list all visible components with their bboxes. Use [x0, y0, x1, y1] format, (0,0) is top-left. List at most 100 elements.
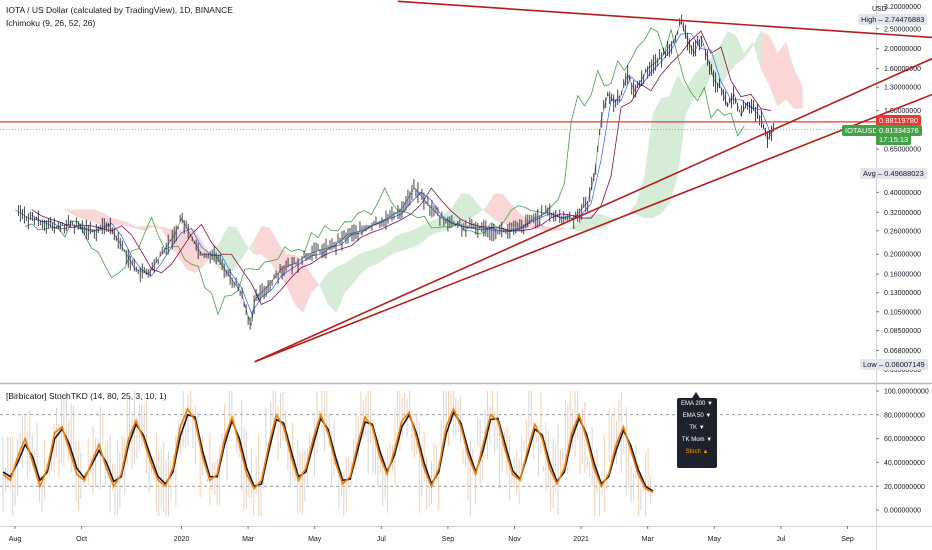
ichimoku-cloud [61, 31, 803, 313]
cloud-segment [203, 243, 212, 267]
cloud-segment [161, 226, 170, 244]
signal-stoch: Stoch ▲ [685, 449, 709, 455]
cloud-segment [561, 227, 570, 230]
cloud-segment [294, 254, 304, 313]
cloud-segment [69, 209, 79, 219]
price-tick-label: 2.50000000 [884, 26, 921, 33]
cloud-segment [502, 194, 512, 226]
cloud-segment [402, 230, 412, 251]
cloud-segment [636, 176, 645, 219]
high-tag: High – 2.74476883 [858, 14, 928, 25]
last-price-tag: 0.81334376 [876, 125, 922, 136]
cloud-segment [286, 254, 295, 305]
cloud-segment [694, 64, 703, 99]
price-tick-label: 0.13000000 [884, 290, 921, 297]
cloud-segment [336, 263, 345, 313]
cloud-segment [144, 224, 154, 231]
cloud-segment [386, 237, 395, 258]
price-tick-label: 0.26000000 [884, 228, 921, 235]
time-tick-label: Oct [76, 536, 87, 543]
high-value: 2.74476883 [884, 15, 925, 24]
osc-tick-label: 80.00000000 [884, 412, 925, 419]
high-label: High [861, 15, 877, 24]
cloud-segment [677, 74, 686, 177]
cloud-segment [369, 247, 378, 267]
price-tick-label: 0.06800000 [884, 348, 921, 355]
cloud-segment [652, 98, 662, 219]
cloud-segment [377, 244, 387, 264]
cloud-segment [186, 226, 195, 273]
price-tick-label: 1.00000000 [884, 108, 921, 115]
time-tick-label: Jul [377, 536, 386, 543]
cloud-segment [469, 194, 478, 219]
trendline [254, 57, 932, 363]
cloud-segment [727, 31, 736, 75]
cloud-segment [269, 227, 279, 275]
cloud-segment [394, 233, 403, 254]
osc-tick-label: 100.00000000 [884, 388, 929, 395]
osc-tick-label: 40.00000000 [884, 460, 925, 467]
cloud-segment [536, 223, 545, 231]
cloud-segment [669, 74, 678, 204]
lagging-span-line [24, 27, 745, 316]
time-tick-label: Mar [242, 536, 255, 543]
time-tick-label: Mar [642, 536, 655, 543]
price-tick-label: 1.30000000 [884, 85, 921, 92]
low-value: 0.06007149 [885, 360, 925, 369]
trendline [254, 93, 932, 363]
time-tick-label: 2020 [174, 536, 190, 543]
price-tick-label: 0.08500000 [884, 328, 921, 335]
time-tick-label: Sep [841, 536, 854, 543]
cloud-segment [477, 204, 487, 214]
time-tick-label: Aug [9, 536, 22, 543]
price-tick-label: 0.16000000 [884, 272, 921, 279]
stoch-d-line [2, 410, 654, 492]
time-tick-label: Jul [776, 536, 785, 543]
cloud-segment [461, 193, 470, 223]
cloud-segment [511, 204, 520, 228]
cloud-segment [153, 224, 162, 230]
cloud-segment [361, 250, 370, 274]
price-tick-label: 1.60000000 [884, 66, 921, 73]
cloud-segment [452, 193, 462, 227]
cloud-segment [769, 35, 778, 107]
price-tick-label: 2.00000000 [884, 46, 921, 53]
cloud-segment [103, 212, 112, 227]
cloud-segment [78, 209, 87, 220]
cloud-segment [735, 35, 745, 65]
trendline [397, 0, 932, 39]
osc-tick-label: 0.00000000 [884, 508, 921, 515]
cloud-segment [661, 96, 670, 214]
cloud-segment [419, 222, 428, 245]
cloud-segment [244, 241, 254, 255]
time-tick-label: Nov [508, 536, 521, 543]
cloud-segment [644, 113, 653, 219]
cloud-segment [785, 41, 795, 109]
cloud-segment [494, 193, 503, 224]
indicator-legend[interactable]: Ichimoku (9, 26, 52, 26) [6, 18, 96, 28]
low-label: Low [863, 360, 877, 369]
stoch-k-line [2, 406, 654, 493]
cloud-segment [328, 266, 337, 313]
signal-ema200: EMA 200 ▼ [681, 401, 713, 407]
time-tick-label: 2021 [573, 536, 589, 543]
signal-ema50: EMA 50 ▼ [682, 413, 712, 419]
time-tick-label: Sep [442, 536, 455, 543]
cloud-segment [602, 214, 612, 228]
cloud-segment [685, 74, 695, 114]
osc-tick-label: 60.00000000 [884, 436, 925, 443]
kijun-line [31, 30, 771, 305]
cloud-segment [128, 222, 137, 229]
hline-price-tag: 0.88119780 [876, 115, 922, 126]
oscillator-legend[interactable]: [Birbicator] StochTKD (14, 80, 25, 3, 10… [6, 391, 167, 401]
low-tag: Low – 0.06007149 [860, 359, 928, 370]
cloud-segment [86, 209, 95, 223]
cloud-segment [111, 218, 120, 226]
cloud-segment [194, 229, 204, 273]
cloud-segment [794, 69, 803, 109]
cloud-segment [303, 261, 312, 313]
signal-tk: TK ▼ [689, 425, 705, 431]
cloud-segment [352, 253, 362, 284]
chart-title: IOTA / US Dollar (calculated by TradingV… [6, 5, 233, 15]
